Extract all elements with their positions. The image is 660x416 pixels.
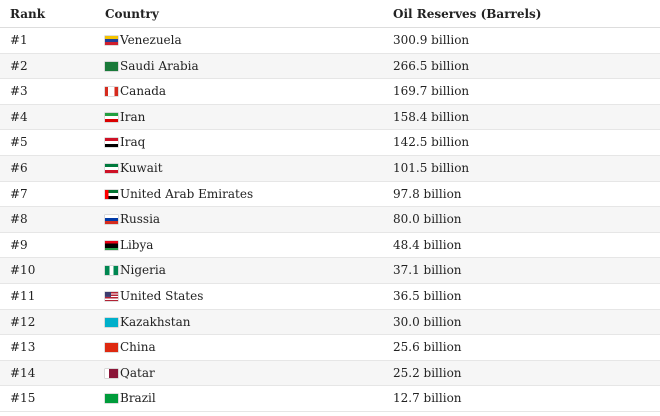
rank-cell: #4 bbox=[10, 109, 28, 124]
rank-cell: #8 bbox=[10, 212, 28, 227]
flag-icon bbox=[105, 87, 118, 97]
reserves-cell: 25.2 billion bbox=[393, 365, 462, 380]
flag-icon bbox=[105, 266, 118, 276]
header-cell: Rank bbox=[10, 7, 46, 21]
reserves-cell: 266.5 billion bbox=[393, 58, 470, 73]
reserves-cell: 158.4 billion bbox=[393, 109, 470, 124]
table-row: #8 Russia 80.0 billion bbox=[0, 207, 660, 233]
rank-cell: #5 bbox=[10, 135, 28, 150]
country-cell: Libya bbox=[120, 237, 154, 252]
rank-cell: #12 bbox=[10, 314, 36, 329]
flag-icon bbox=[105, 343, 118, 353]
reserves-cell: 142.5 billion bbox=[393, 135, 470, 150]
country-cell: Nigeria bbox=[120, 263, 166, 278]
country-cell: Venezuela bbox=[120, 33, 182, 47]
country-cell: Kuwait bbox=[120, 161, 163, 175]
reserves-cell: 30.0 billion bbox=[393, 314, 462, 329]
table-row: #12 Kazakhstan 30.0 billion bbox=[0, 309, 660, 336]
table-row: #13 China 25.6 billion bbox=[0, 335, 660, 361]
rank-cell: #15 bbox=[10, 391, 36, 406]
flag-icon bbox=[105, 164, 118, 173]
flag-icon bbox=[105, 394, 118, 404]
table-row: #11 United States 36.5 billion bbox=[0, 284, 660, 310]
rank-cell: #2 bbox=[10, 58, 28, 73]
reserves-cell: 37.1 billion bbox=[393, 263, 462, 278]
table-row: #14 Qatar 25.2 billion bbox=[0, 360, 660, 387]
flag-icon bbox=[105, 215, 118, 225]
rank-cell: #10 bbox=[10, 263, 36, 278]
rank-cell: #3 bbox=[10, 84, 28, 99]
table-row: #2 Saudi Arabia 266.5 billion bbox=[0, 53, 660, 80]
reserves-cell: 25.6 billion bbox=[393, 340, 462, 355]
rank-cell: #6 bbox=[10, 161, 28, 175]
reserves-cell: 80.0 billion bbox=[393, 212, 462, 227]
country-cell: Brazil bbox=[120, 391, 156, 406]
table-row: #3 Canada 169.7 billion bbox=[0, 79, 660, 105]
country-cell: China bbox=[120, 340, 156, 355]
flag-icon bbox=[105, 317, 118, 327]
country-cell: Iraq bbox=[120, 135, 146, 150]
table-row: #9 Libya 48.4 billion bbox=[0, 233, 660, 259]
rank-cell: #14 bbox=[10, 365, 36, 380]
reserves-cell: 36.5 billion bbox=[393, 289, 462, 303]
flag-icon bbox=[105, 36, 118, 45]
rank-cell: #11 bbox=[10, 289, 36, 303]
country-cell: Canada bbox=[120, 84, 167, 99]
country-cell: Qatar bbox=[120, 365, 155, 380]
header-row: Rank Country Oil Reserves (Barrels) bbox=[0, 0, 660, 28]
flag-icon bbox=[105, 138, 118, 148]
flag-icon bbox=[105, 61, 118, 71]
flag-icon bbox=[105, 189, 118, 199]
table-row: #5 Iraq 142.5 billion bbox=[0, 130, 660, 156]
reserves-cell: 97.8 billion bbox=[393, 186, 462, 201]
country-cell: Iran bbox=[120, 109, 146, 124]
table-row: #7 United Arab Emirates 97.8 billion bbox=[0, 182, 660, 208]
rank-cell: #9 bbox=[10, 237, 28, 252]
table-row: #4 Iran 158.4 billion bbox=[0, 104, 660, 131]
reserves-cell: 101.5 billion bbox=[393, 161, 470, 175]
country-cell: United Arab Emirates bbox=[120, 186, 254, 201]
flag-icon bbox=[105, 292, 118, 301]
header-cell: Oil Reserves (Barrels) bbox=[393, 7, 542, 21]
table-row: #15 Brazil 12.7 billion bbox=[0, 386, 660, 412]
rank-cell: #7 bbox=[10, 186, 28, 201]
country-cell: Russia bbox=[120, 212, 161, 227]
country-cell: Kazakhstan bbox=[120, 314, 191, 329]
reserves-cell: 12.7 billion bbox=[393, 391, 462, 406]
country-cell: United States bbox=[120, 289, 204, 303]
flag-icon bbox=[105, 112, 118, 122]
flag-icon bbox=[105, 368, 118, 378]
table-row: #6 Kuwait 101.5 billion bbox=[0, 156, 660, 182]
rank-cell: #1 bbox=[10, 33, 28, 47]
reserves-cell: 48.4 billion bbox=[393, 237, 462, 252]
country-cell: Saudi Arabia bbox=[120, 58, 199, 73]
flag-icon bbox=[105, 240, 118, 250]
header-cell: Country bbox=[105, 7, 159, 21]
table-row: #1 Venezuela 300.9 billion bbox=[0, 28, 660, 54]
rank-cell: #13 bbox=[10, 340, 36, 355]
table-row: #10 Nigeria 37.1 billion bbox=[0, 258, 660, 284]
reserves-cell: 300.9 billion bbox=[393, 33, 470, 47]
reserves-cell: 169.7 billion bbox=[393, 84, 470, 99]
